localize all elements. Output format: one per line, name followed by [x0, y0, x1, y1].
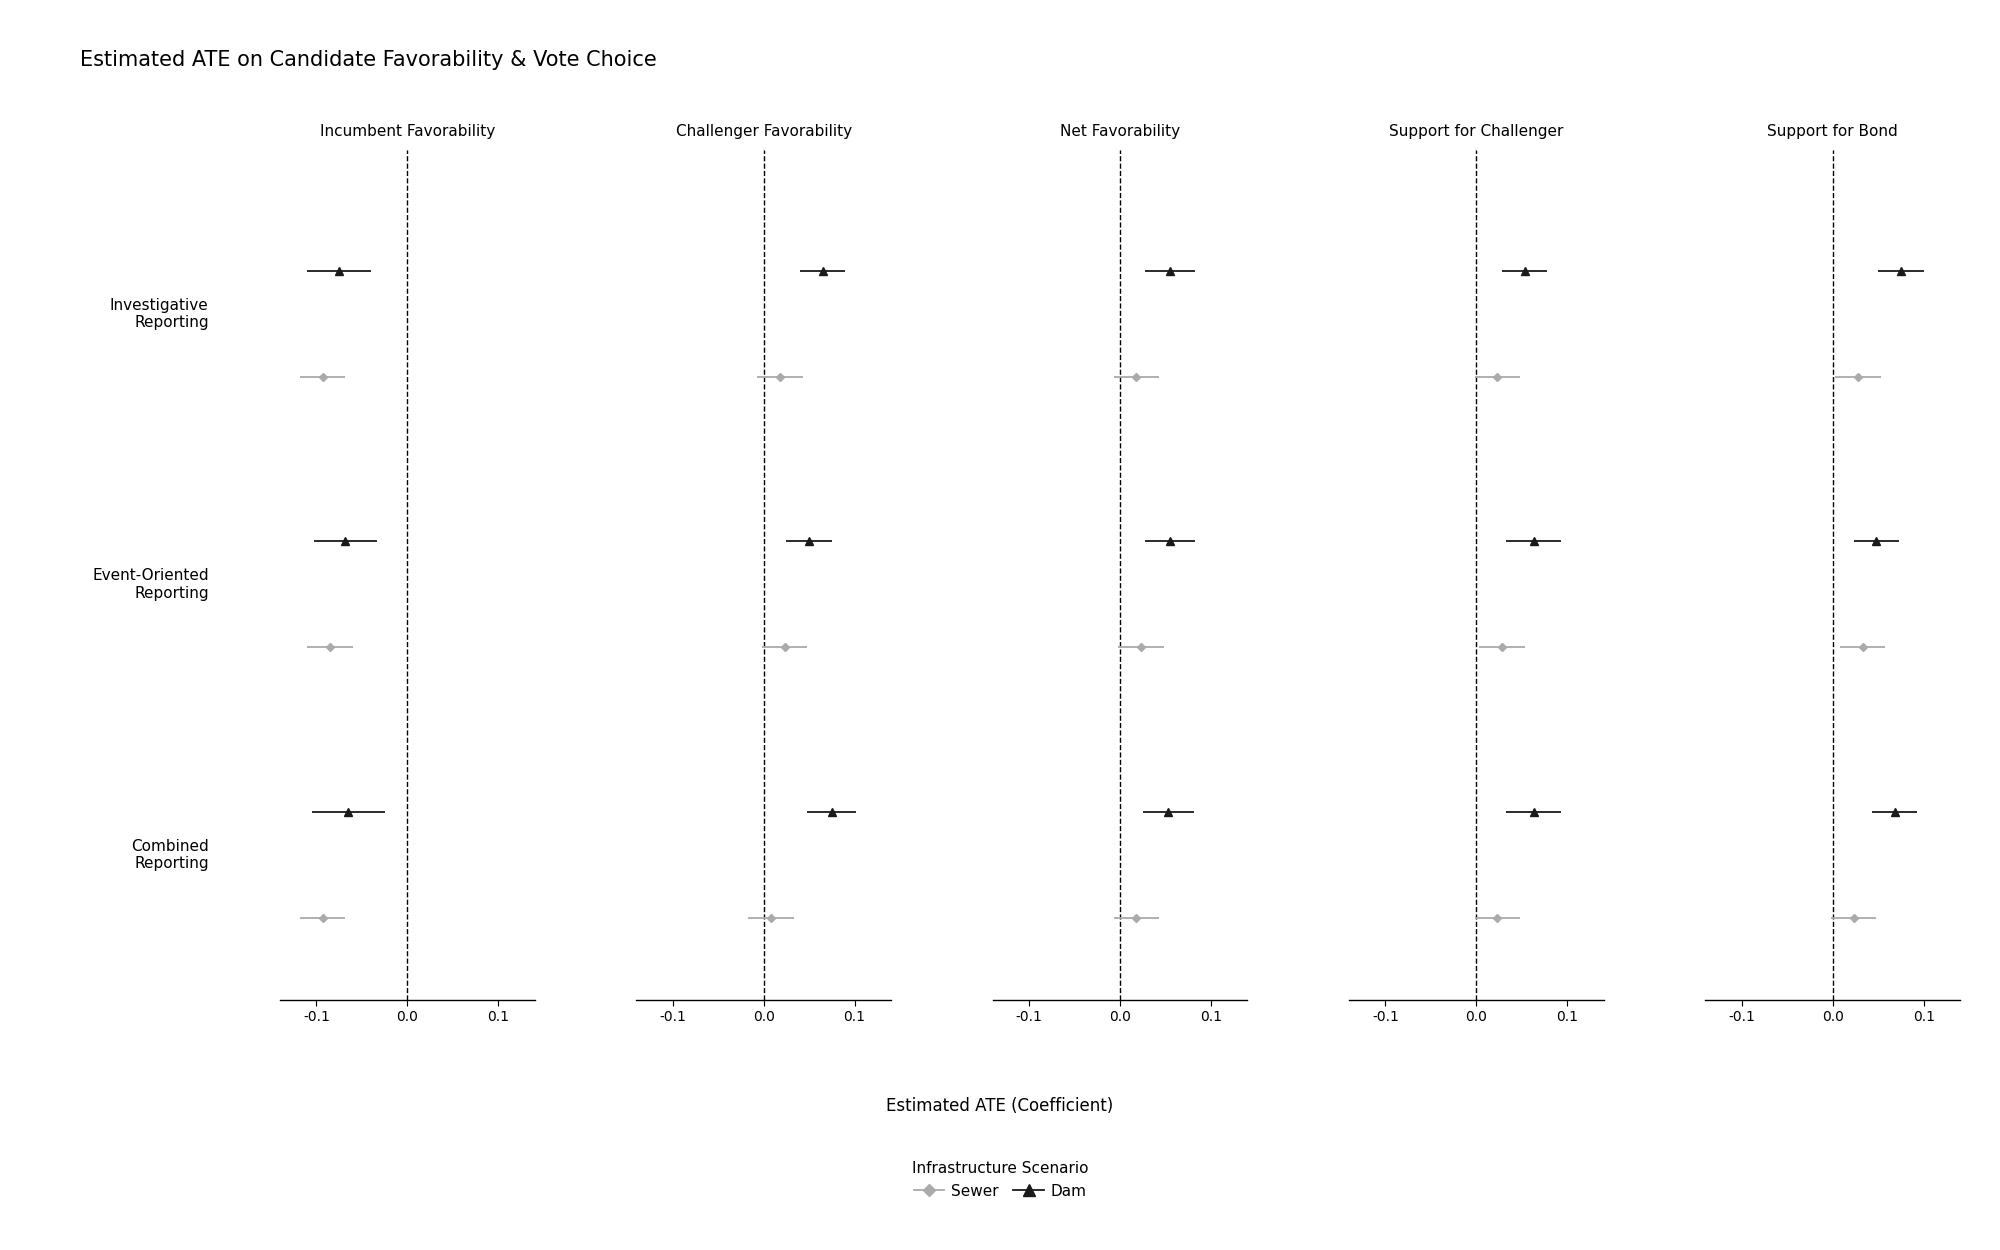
Text: Estimated ATE (Coefficient): Estimated ATE (Coefficient) [886, 1098, 1114, 1115]
Text: Event-Oriented
Reporting: Event-Oriented Reporting [92, 569, 208, 601]
Title: Incumbent Favorability: Incumbent Favorability [320, 124, 494, 139]
Title: Net Favorability: Net Favorability [1060, 124, 1180, 139]
Title: Support for Challenger: Support for Challenger [1390, 124, 1564, 139]
Text: Investigative
Reporting: Investigative Reporting [110, 298, 208, 330]
Title: Support for Bond: Support for Bond [1768, 124, 1898, 139]
Legend: Sewer, Dam: Sewer, Dam [906, 1155, 1094, 1205]
Title: Challenger Favorability: Challenger Favorability [676, 124, 852, 139]
Text: Estimated ATE on Candidate Favorability & Vote Choice: Estimated ATE on Candidate Favorability … [80, 50, 656, 70]
Text: Combined
Reporting: Combined Reporting [130, 839, 208, 871]
